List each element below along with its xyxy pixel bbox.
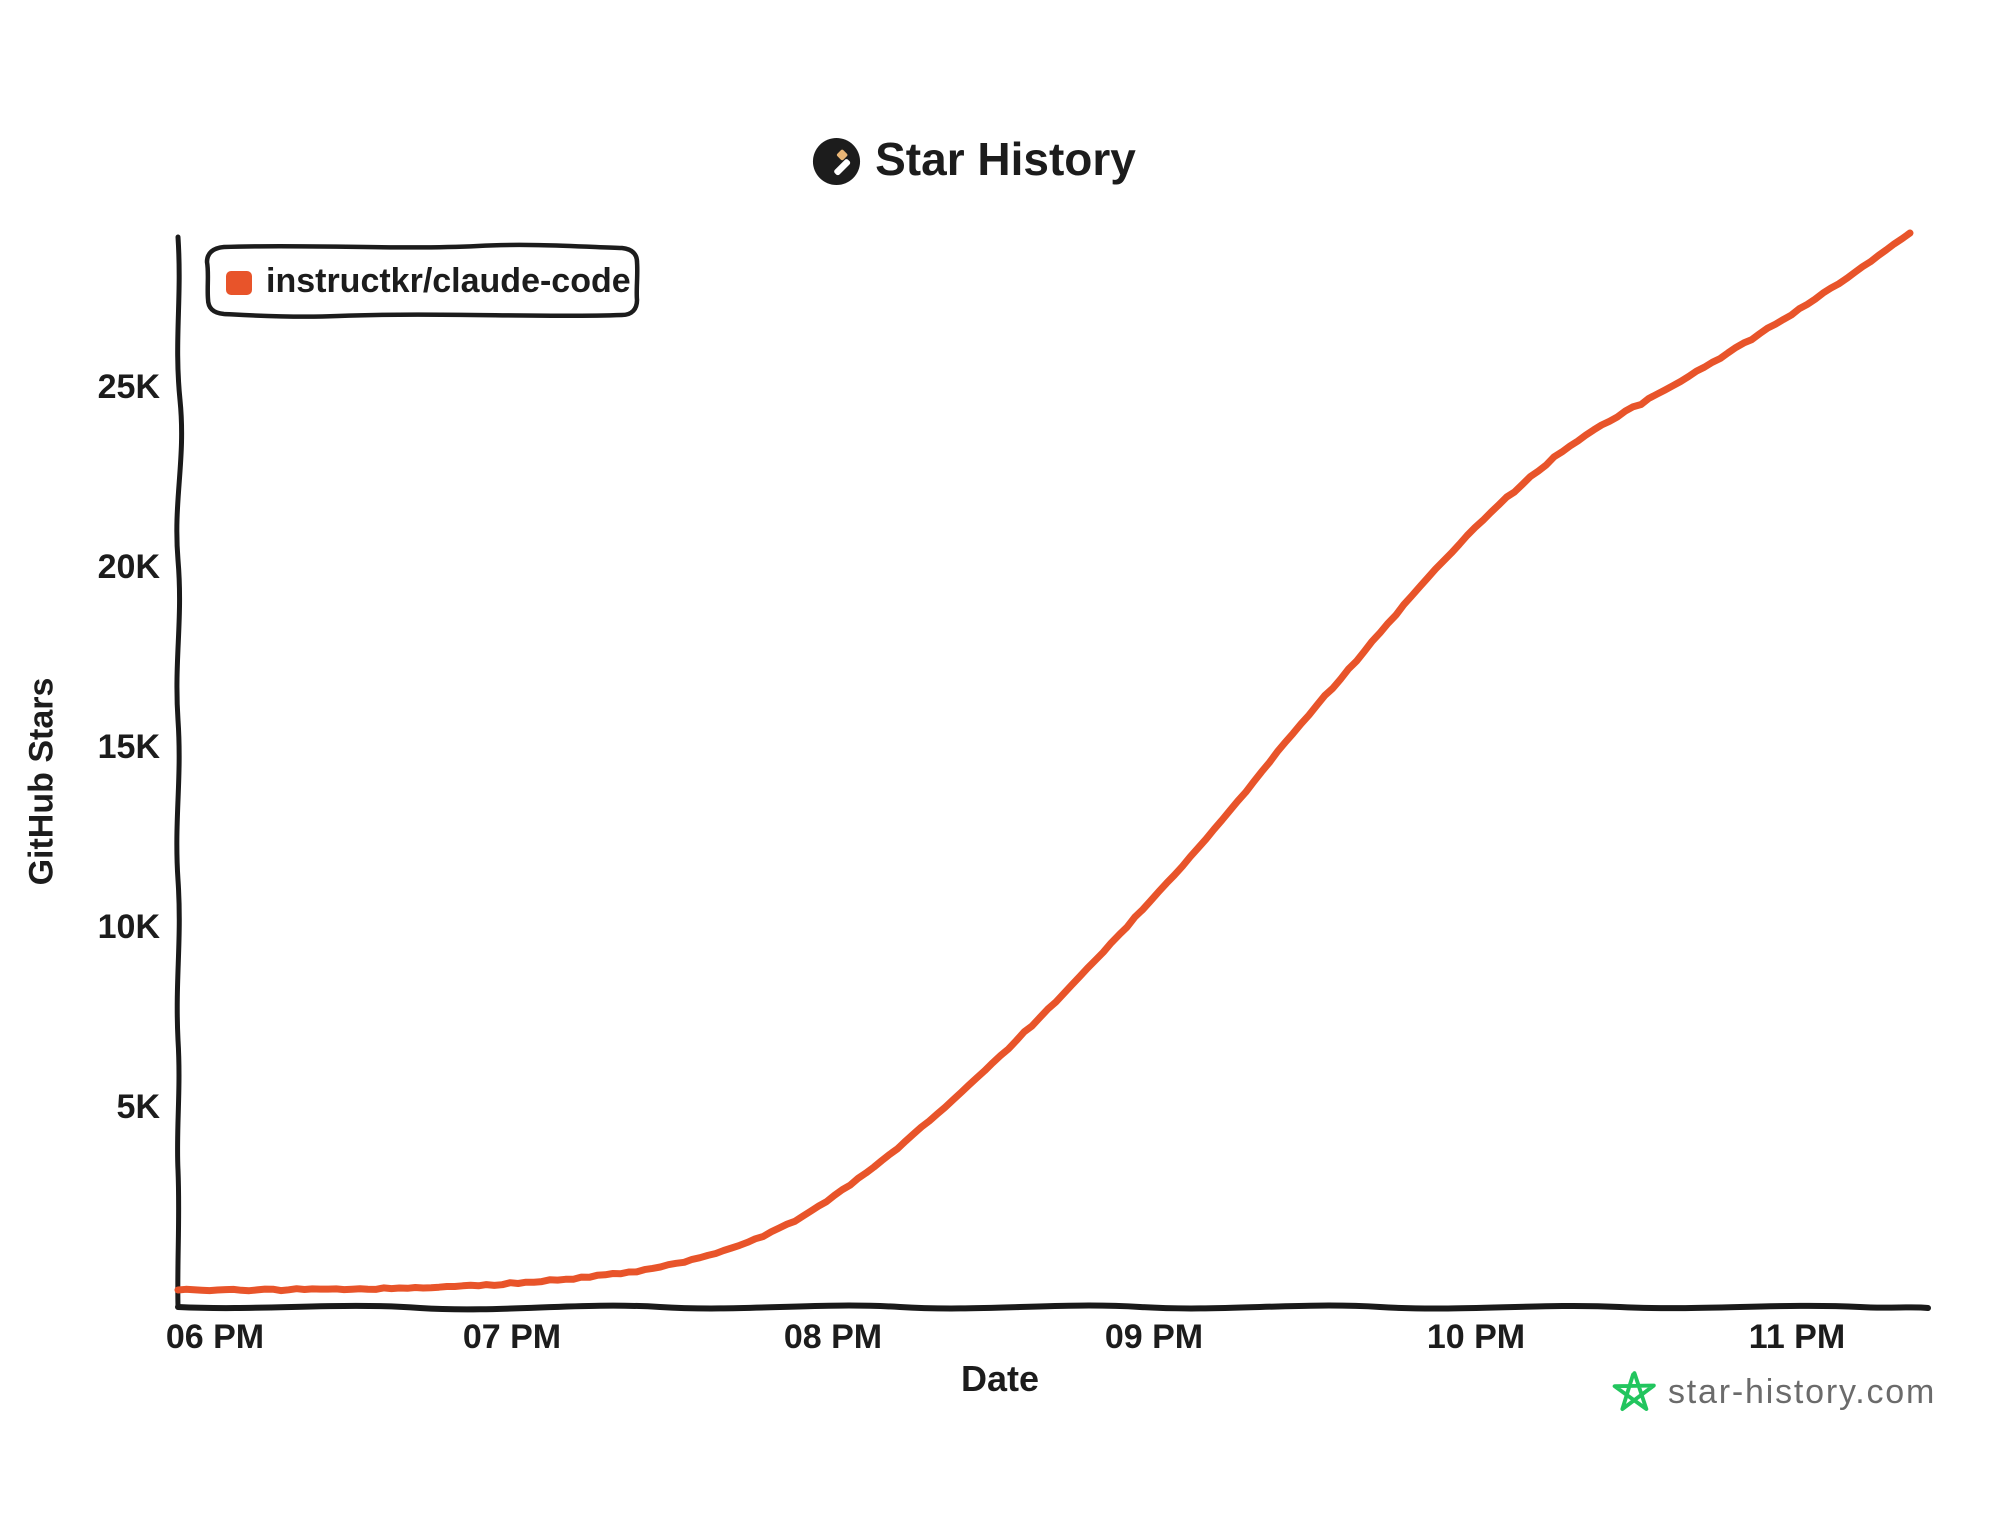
svg-text:instructkr/claude-code: instructkr/claude-code [266,262,631,300]
